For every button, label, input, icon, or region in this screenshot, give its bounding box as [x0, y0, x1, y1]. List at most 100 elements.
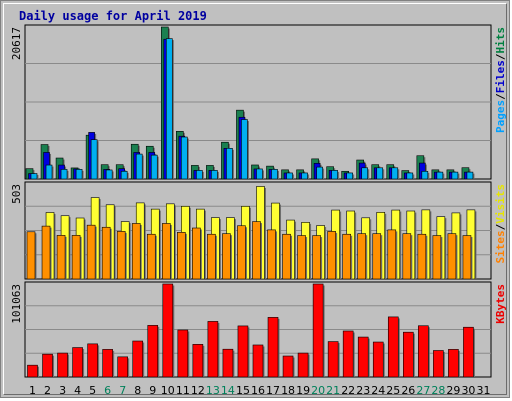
bar-sites	[447, 233, 457, 280]
bar-kbytes	[418, 325, 429, 378]
x-tick-label: 8	[134, 384, 141, 397]
bar-sites	[267, 229, 276, 280]
bar-kbytes	[297, 352, 309, 378]
bar-pages	[286, 172, 293, 180]
bar-kbytes	[27, 364, 38, 378]
bar-pages	[256, 168, 263, 180]
bar-sites	[357, 233, 367, 280]
bar-pages	[316, 166, 323, 180]
bar-pages	[30, 173, 38, 180]
x-tick-label: 25	[386, 384, 400, 397]
legend-bottom: KBytes	[494, 284, 507, 324]
x-tick-label: 14	[221, 384, 235, 397]
x-tick-label: 6	[104, 384, 111, 397]
bar-sites	[177, 232, 186, 280]
x-tick-label: 3	[59, 384, 66, 397]
bar-sites	[192, 227, 201, 280]
bar-pages	[211, 170, 218, 180]
x-tick-label: 7	[119, 384, 126, 397]
bar-pages	[226, 148, 233, 180]
bar-sites	[432, 235, 442, 280]
bar-kbytes	[312, 283, 324, 378]
bar-sites	[312, 235, 321, 280]
legend-entry: Visits	[494, 184, 507, 224]
x-tick-label: 21	[326, 384, 340, 397]
bar-sites	[146, 233, 156, 280]
bar-pages	[271, 169, 278, 180]
legend-entry: Sites	[494, 230, 507, 263]
bar-sites	[372, 233, 382, 280]
bar-pages	[105, 169, 113, 180]
x-tick-label: 9	[149, 384, 156, 397]
bar-kbytes	[117, 356, 128, 378]
bar-sites	[101, 226, 111, 280]
legend-entry: Files	[494, 60, 507, 93]
bar-kbytes	[267, 317, 279, 378]
bar-pages	[406, 172, 414, 180]
bar-sites	[297, 235, 306, 280]
bar-kbytes	[342, 330, 354, 378]
x-tick-label: 19	[296, 384, 310, 397]
bar-sites	[161, 223, 171, 280]
bar-pages	[150, 154, 158, 180]
x-tick-label: 5	[89, 384, 96, 397]
bar-sites	[462, 235, 472, 280]
bar-sites	[252, 221, 261, 280]
bar-pages	[421, 171, 429, 180]
bar-kbytes	[57, 352, 68, 378]
bar-kbytes	[192, 344, 204, 378]
bar-kbytes	[252, 344, 264, 378]
bar-pages	[376, 167, 384, 180]
bar-pages	[361, 167, 369, 180]
bar-sites	[342, 233, 351, 280]
bar-kbytes	[207, 321, 219, 378]
bar-sites	[41, 225, 51, 280]
bar-pages	[120, 171, 128, 180]
bar-pages	[346, 172, 353, 180]
max-label-middle: 503	[10, 184, 23, 204]
legend-entry: Pages	[494, 100, 507, 133]
legend-top: Pages/Files/Hits	[494, 27, 507, 133]
bar-kbytes	[357, 336, 369, 378]
x-tick-label: 24	[371, 384, 385, 397]
bar-kbytes	[372, 341, 384, 378]
x-tick-label: 10	[161, 384, 175, 397]
legend-entry: Hits	[494, 27, 507, 54]
x-tick-label: 29	[446, 384, 460, 397]
bar-pages	[451, 171, 459, 180]
bar-sites	[86, 224, 96, 280]
bar-kbytes	[433, 350, 444, 378]
bar-pages	[301, 172, 308, 180]
bar-sites	[131, 223, 141, 280]
bar-sites	[387, 229, 397, 280]
bar-kbytes	[177, 329, 189, 378]
bar-pages	[436, 171, 444, 180]
bar-kbytes	[87, 343, 98, 378]
bar-pages	[181, 136, 188, 180]
bar-pages	[196, 170, 203, 180]
x-tick-label: 1	[29, 384, 36, 397]
max-label-top: 20617	[10, 27, 23, 60]
x-tick-label: 18	[281, 384, 295, 397]
legend-entry: /	[494, 223, 507, 230]
legend-entry: /	[494, 53, 507, 60]
x-tick-label: 23	[356, 384, 370, 397]
bar-sites	[327, 231, 336, 280]
legend-middle: Sites/Visits	[494, 184, 507, 264]
bar-kbytes	[448, 349, 459, 378]
bar-sites	[237, 225, 246, 280]
bar-kbytes	[463, 326, 474, 378]
bar-pages	[135, 153, 143, 180]
bar-kbytes	[132, 340, 144, 378]
x-tick-label: 20	[311, 384, 325, 397]
x-tick-label: 17	[266, 384, 280, 397]
bar-pages	[165, 38, 173, 180]
x-tick-label: 30	[461, 384, 475, 397]
bar-kbytes	[327, 341, 339, 378]
bar-kbytes	[162, 283, 174, 378]
bar-pages	[90, 139, 98, 180]
bar-kbytes	[403, 331, 414, 378]
bar-pages	[60, 169, 68, 180]
